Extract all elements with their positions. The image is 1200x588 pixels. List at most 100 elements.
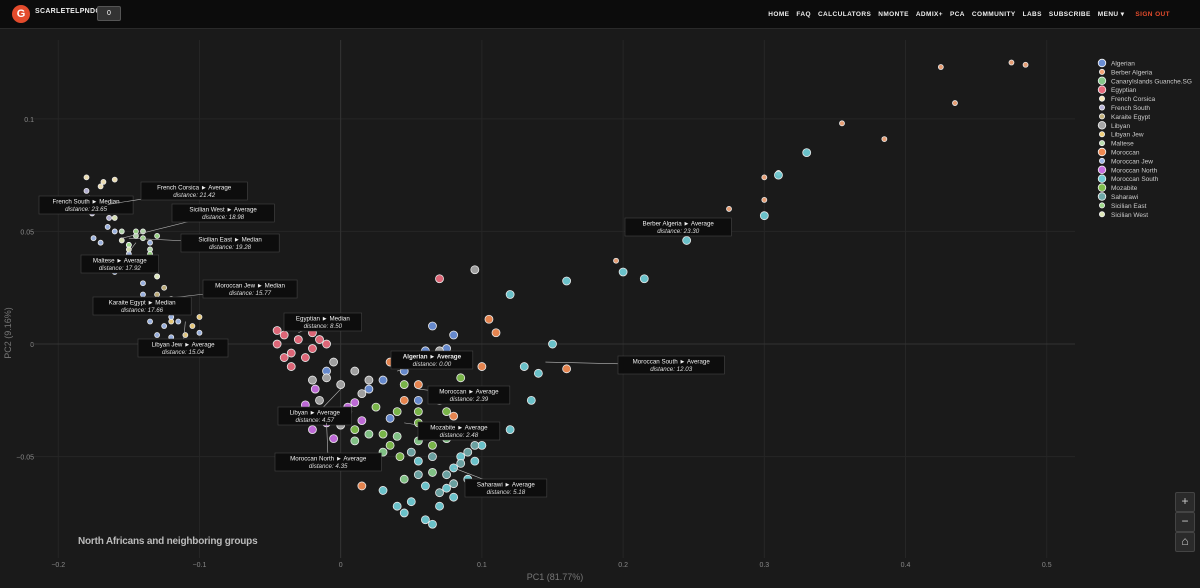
- data-point[interactable]: [406, 497, 416, 507]
- legend-marker[interactable]: [1097, 58, 1107, 68]
- data-point[interactable]: [189, 323, 196, 329]
- data-point[interactable]: [470, 456, 480, 466]
- data-point[interactable]: [118, 228, 125, 235]
- data-point[interactable]: [97, 183, 104, 190]
- data-point[interactable]: [413, 470, 423, 480]
- data-point[interactable]: [399, 380, 409, 389]
- data-point[interactable]: [111, 228, 118, 235]
- nav-admix-plus[interactable]: ADMIX+: [915, 10, 943, 18]
- legend-marker[interactable]: [1097, 76, 1107, 85]
- data-point[interactable]: [392, 407, 402, 417]
- data-point[interactable]: [413, 456, 423, 466]
- data-point[interactable]: [442, 470, 451, 480]
- data-point[interactable]: [286, 348, 296, 358]
- data-point[interactable]: [315, 335, 324, 344]
- data-point[interactable]: [322, 339, 331, 349]
- data-point[interactable]: [463, 447, 473, 457]
- data-point[interactable]: [90, 235, 97, 242]
- nav-calculators[interactable]: CALCULATORS: [817, 10, 872, 18]
- data-point[interactable]: [428, 519, 437, 529]
- data-point[interactable]: [470, 265, 480, 275]
- data-point[interactable]: [97, 239, 104, 246]
- data-point[interactable]: [399, 508, 409, 518]
- legend-marker[interactable]: [1099, 211, 1106, 218]
- data-point[interactable]: [937, 64, 944, 70]
- data-point[interactable]: [104, 224, 111, 230]
- data-point[interactable]: [618, 267, 628, 277]
- data-point[interactable]: [329, 357, 339, 367]
- data-point[interactable]: [154, 273, 160, 280]
- data-point[interactable]: [364, 375, 374, 385]
- data-point[interactable]: [428, 440, 437, 450]
- data-point[interactable]: [562, 364, 572, 374]
- data-point[interactable]: [315, 395, 324, 405]
- data-point[interactable]: [428, 321, 437, 331]
- site-logo-icon[interactable]: G: [12, 5, 30, 23]
- data-point[interactable]: [378, 486, 388, 495]
- nav-community[interactable]: COMMUNITY: [971, 10, 1016, 18]
- data-point[interactable]: [726, 206, 732, 212]
- zoom-out-button[interactable]: −: [1175, 512, 1195, 532]
- legend-marker[interactable]: [1099, 95, 1106, 102]
- data-point[interactable]: [392, 501, 402, 511]
- data-point[interactable]: [613, 257, 619, 264]
- data-point[interactable]: [505, 425, 515, 435]
- data-point[interactable]: [308, 425, 317, 435]
- data-point[interactable]: [154, 332, 160, 338]
- data-point[interactable]: [364, 384, 374, 394]
- data-point[interactable]: [802, 148, 812, 158]
- data-point[interactable]: [371, 402, 381, 412]
- data-point[interactable]: [140, 280, 146, 287]
- data-point[interactable]: [395, 452, 405, 462]
- legend-marker[interactable]: [1097, 147, 1107, 157]
- data-point[interactable]: [399, 395, 409, 405]
- data-point[interactable]: [449, 479, 459, 489]
- data-point[interactable]: [111, 215, 118, 221]
- data-point[interactable]: [533, 368, 543, 378]
- data-point[interactable]: [449, 492, 459, 502]
- data-point[interactable]: [470, 440, 480, 450]
- data-point[interactable]: [308, 344, 317, 353]
- data-point[interactable]: [421, 481, 430, 491]
- nav-subscribe[interactable]: SUBSCRIBE: [1048, 10, 1091, 18]
- data-point[interactable]: [357, 389, 367, 398]
- data-point[interactable]: [442, 483, 451, 493]
- data-point[interactable]: [140, 235, 146, 242]
- legend-marker[interactable]: [1097, 174, 1107, 183]
- data-point[interactable]: [385, 440, 395, 450]
- nav-menu[interactable]: MENU ▾: [1097, 11, 1125, 18]
- data-point[interactable]: [761, 174, 768, 181]
- data-point[interactable]: [774, 170, 783, 180]
- data-point[interactable]: [519, 362, 529, 371]
- data-point[interactable]: [449, 330, 459, 340]
- data-point[interactable]: [428, 468, 437, 477]
- pca-scatter-plot[interactable]: −0.2 −0.1 0 0.1 0.2 0.3 0.4 0.5 −0.05 0 0.05 0.1 PC1…: [0, 29, 1200, 588]
- data-point[interactable]: [442, 407, 451, 417]
- data-point[interactable]: [435, 274, 444, 284]
- data-point[interactable]: [477, 362, 487, 371]
- data-point[interactable]: [413, 407, 423, 417]
- data-point[interactable]: [154, 233, 160, 239]
- data-point[interactable]: [196, 329, 203, 336]
- legend-marker[interactable]: [1099, 202, 1106, 209]
- data-point[interactable]: [449, 411, 459, 421]
- data-point[interactable]: [147, 318, 153, 325]
- data-point[interactable]: [562, 276, 572, 286]
- reset-view-button[interactable]: ⌂: [1175, 532, 1195, 552]
- data-point[interactable]: [526, 395, 536, 405]
- legend-marker[interactable]: [1099, 113, 1106, 120]
- nav-home[interactable]: HOME: [768, 10, 790, 18]
- data-point[interactable]: [505, 290, 515, 299]
- data-point[interactable]: [357, 481, 367, 491]
- data-point[interactable]: [350, 425, 360, 435]
- legend-marker[interactable]: [1099, 157, 1106, 164]
- data-point[interactable]: [548, 339, 557, 349]
- data-point[interactable]: [308, 375, 317, 385]
- data-point[interactable]: [154, 291, 160, 298]
- nav-faq[interactable]: FAQ: [796, 10, 811, 18]
- legend-marker[interactable]: [1099, 131, 1106, 138]
- nav-labs[interactable]: LABS: [1022, 10, 1042, 18]
- data-point[interactable]: [161, 323, 168, 329]
- nav-pca[interactable]: PCA: [949, 10, 965, 18]
- data-point[interactable]: [133, 228, 139, 235]
